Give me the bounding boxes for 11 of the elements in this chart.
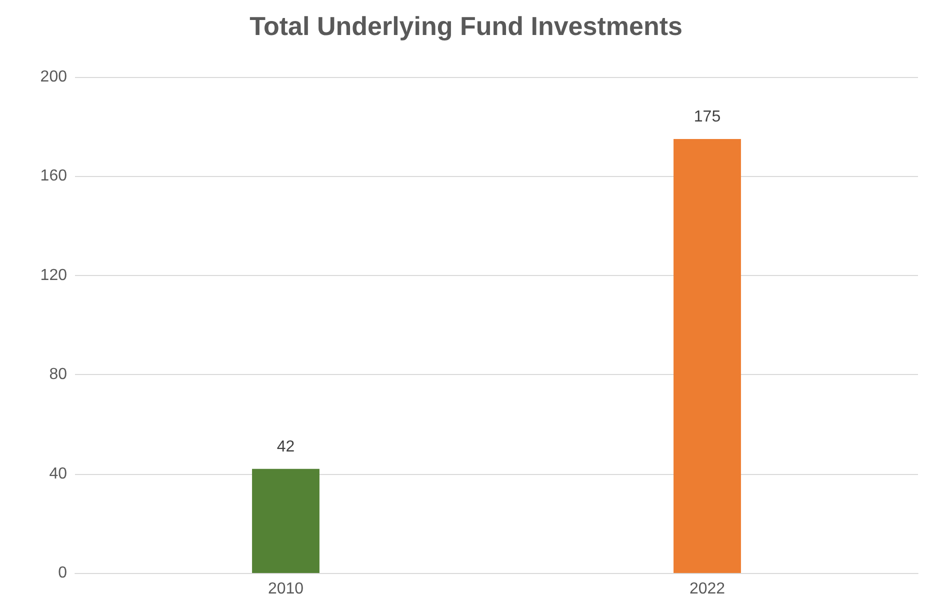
chart-title: Total Underlying Fund Investments [250,11,682,41]
data-label: 42 [276,438,295,456]
data-label: 175 [694,108,721,126]
x-tick-label: 2022 [689,580,726,598]
y-tick-label: 120 [40,266,68,284]
y-tick-label: 200 [40,68,68,86]
y-tick-label: 160 [40,168,68,185]
y-tick-label: 40 [49,465,68,482]
y-tick-label: 80 [49,366,68,384]
y-tick-label: 0 [58,564,68,582]
x-tick-label: 2010 [268,580,304,598]
